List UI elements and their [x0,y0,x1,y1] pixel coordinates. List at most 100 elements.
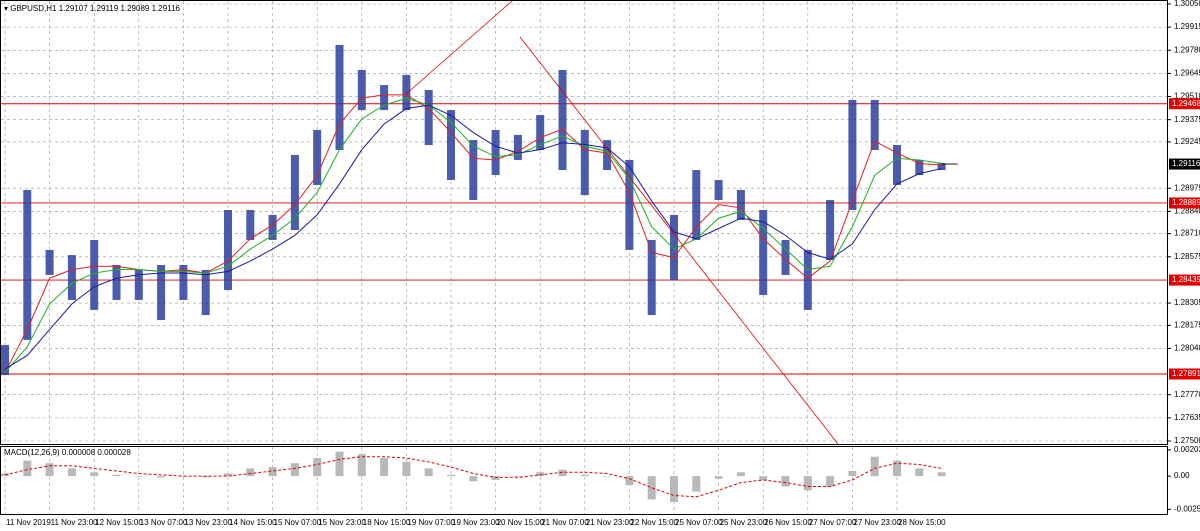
price-bar [625,159,634,250]
price-bar [90,239,99,310]
y-tick-label: 1.30050 [1174,0,1200,8]
macd-bar [670,476,678,502]
price-bar [759,209,768,295]
x-tick-label: 15 Nov 07:00 [274,518,322,527]
macd-bar [714,476,723,479]
macd-header: MACD(12,26,9) 0.000008 0.000028 [4,448,131,457]
price-bar [781,239,790,275]
macd-bar [915,468,924,477]
x-tick-label: 13 Nov 23:00 [184,518,232,527]
macd-frame [0,446,1168,515]
y-tick-label: 1.29375 [1174,115,1200,124]
last-price-label: 1.29116 [1172,159,1200,168]
x-tick-label: 15 Nov 23:00 [318,518,366,527]
price-bar [714,179,723,201]
price-bar [692,170,701,240]
macd-bar [268,467,277,477]
price-bar [246,209,255,240]
macd-bar [157,476,166,478]
x-tick-label: 22 Nov 15:00 [630,518,678,527]
macd-bar [625,476,634,486]
symbol-header: ▾ GBPUSD,H1 1.29107 1.29119 1.29089 1.29… [4,4,180,13]
level-label-box [1169,274,1200,286]
macd-bar [513,476,522,477]
macd-bar [692,476,701,492]
macd-bar [224,473,232,477]
macd-bar [870,456,879,477]
y-tick-label: 1.27500 [1174,436,1200,445]
x-tick-label: 21 Nov 07:00 [541,518,589,527]
price-bar [290,154,299,231]
price-bar [447,110,455,180]
level-label-box [1169,368,1200,380]
macd-bar [313,458,322,477]
x-tick-label: 19 Nov 23:00 [452,518,500,527]
price-bar [179,265,188,300]
ohlc-value: 1.29089 [120,4,149,13]
y-tick-label: 1.28840 [1174,206,1200,215]
x-tick-label: 25 Nov 07:00 [675,518,723,527]
macd-signal [4,456,942,498]
macd-bar [736,472,745,477]
x-tick-label: 11 Nov 2019 [6,518,51,527]
macd-bar [134,476,143,477]
level-label: 1.27891 [1172,369,1200,378]
macd-bar [201,476,210,478]
price-bar [134,269,143,300]
macd-bar [580,474,589,477]
price-bar [67,255,76,300]
x-tick-label: 18 Nov 15:00 [363,518,411,527]
price-bar [826,200,835,261]
price-bar [558,69,567,171]
macd-value: 0.000008 [62,448,96,457]
price-bar [1,345,9,376]
x-tick-label: 19 Nov 07:00 [407,518,455,527]
macd-bar [357,454,366,477]
price-bar [513,134,522,160]
macd-bar [803,476,812,491]
price-bar [536,115,545,151]
level-label-box [1169,197,1200,209]
price-bar [402,74,411,111]
macd-bar [759,476,768,480]
moving-average [4,104,942,370]
last-price-box [1169,158,1200,170]
arrow: ▾ [4,4,10,13]
x-tick-label: 27 Nov 23:00 [853,518,901,527]
trend-line [404,0,513,96]
ohlc-value: 1.29116 [152,4,181,13]
price-bar [803,249,812,310]
macd-bar [90,472,99,477]
y-tick-label: 1.29645 [1174,69,1200,78]
y-tick-label: 0.00 [1174,471,1190,480]
price-bar [915,159,924,176]
x-tick-label: 20 Nov 15:00 [497,518,545,527]
macd-bar [112,474,121,477]
level-label: 1.29468 [1172,99,1200,108]
y-tick-label: 1.29780 [1174,45,1200,54]
macd-bar [491,476,500,480]
y-tick-label: 1.27770 [1174,390,1200,399]
macd-bar [469,476,478,482]
price-bar [112,265,121,300]
x-tick-label: 14 Nov 15:00 [229,518,277,527]
price-bar [268,214,277,240]
x-tick-label: 26 Nov 15:00 [764,518,812,527]
price-bar [937,163,946,171]
macd-bar [335,451,344,477]
macd-bar [45,463,54,477]
x-tick-label: 12 Nov 15:00 [95,518,143,527]
price-bar [157,265,166,321]
macd-bar [402,461,411,477]
main-frame [0,0,1168,445]
y-tick-label: 1.28575 [1174,252,1200,261]
price-bar [335,44,344,151]
macd-value: 0.000028 [97,448,131,457]
y-tick-label: 1.27635 [1174,413,1200,422]
macd-bar [179,476,188,477]
price-bar [201,269,210,316]
x-tick-label: 27 Nov 07:00 [809,518,857,527]
level-label-box [1169,98,1200,110]
price-bar [848,99,857,210]
